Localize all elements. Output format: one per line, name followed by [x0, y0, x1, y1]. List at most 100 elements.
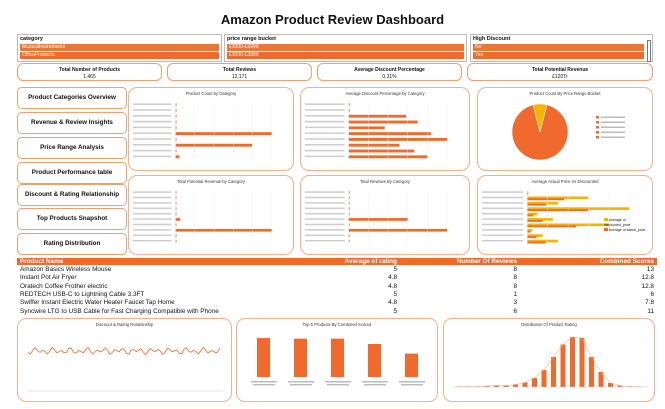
bar — [348, 132, 431, 136]
bar — [175, 207, 177, 210]
category-label — [133, 196, 172, 199]
table-row[interactable]: REDTECH USB-C to Lightning Cable 3.3FT 5 1… — [17, 291, 657, 298]
bar — [527, 225, 577, 228]
bar — [175, 196, 177, 200]
category-label — [482, 234, 524, 237]
bar — [348, 114, 407, 118]
kpi-label: Total Number of Products — [58, 67, 121, 73]
category-label — [305, 120, 345, 123]
bar — [527, 207, 630, 210]
nav-rating-distribution[interactable]: Rating Distribution — [17, 233, 127, 255]
slicer-option[interactable]: MusicalInstruments — [20, 44, 219, 51]
chart-title: Total Potential Revenue by Category — [177, 179, 245, 184]
legend-item: Average of discounted_price — [604, 218, 652, 228]
nav-product-performance-table[interactable]: Product Performance table — [17, 162, 127, 184]
table-header[interactable]: Product Name — [20, 258, 64, 265]
table-cell: 4.8 — [388, 282, 397, 290]
slicer-option[interactable]: £3000-£3999 — [227, 52, 464, 59]
high-discount-slicer[interactable]: High Discount No Yes — [470, 34, 653, 62]
kpi-total-products: Total Number of Products 1,465 — [17, 63, 162, 81]
table-row[interactable]: Oratech Coffee Frother electric 4.8 8 12.8 — [17, 283, 657, 290]
category-label — [133, 115, 172, 117]
kpi-label: Total Reviews — [223, 67, 256, 73]
table-cell: 11 — [647, 307, 654, 315]
table-cell: Oratech Coffee Frother electric — [20, 282, 108, 290]
table-cell: 5 — [393, 266, 397, 273]
legend-item: Average of actual_price — [604, 228, 652, 233]
nav-price-range-analysis[interactable]: Price Range Analysis — [17, 137, 127, 159]
bar-chart — [482, 190, 630, 244]
table-cell: 12.8 — [641, 282, 654, 290]
bar — [527, 192, 529, 195]
table-header[interactable]: Number Of Reviews — [456, 258, 517, 265]
bar — [570, 337, 575, 387]
chart-title: Top 5 Products By Combined Scored — [302, 322, 372, 327]
kpi-value: 0.31% — [382, 74, 397, 80]
bar — [175, 155, 180, 159]
table-header[interactable]: Average of rating — [344, 258, 397, 265]
table-cell: 7.8 — [645, 299, 654, 307]
bar — [405, 353, 418, 377]
chart-title: Product Count By Price Range Bucket — [529, 91, 601, 96]
bar — [522, 382, 528, 387]
chart-title: Product Count by Category — [185, 91, 237, 96]
chart-title: Discount & Rating Relationship — [95, 322, 154, 327]
bar — [348, 234, 350, 237]
table-row[interactable]: Swiffer Instant Electric Water Heater Fa… — [17, 299, 657, 306]
table-row[interactable]: Syncwire LTG to USB Cable for Fast Charg… — [17, 308, 657, 315]
bar-label — [325, 381, 351, 383]
chart-title: Average Discount Percentage by Category — [345, 91, 425, 96]
chart-rating-distribution: Distribution Of Product Rating — [443, 318, 655, 402]
category-label — [305, 155, 345, 158]
legend-label — [601, 121, 625, 123]
price-range-slicer[interactable]: price range bucket £2000-£3999 £3000-£39… — [224, 34, 467, 62]
nav-revenue-review-insights[interactable]: Revenue & Review Insights — [17, 112, 127, 134]
table-cell: 6 — [650, 290, 654, 298]
table-row[interactable]: Instant Pot Air Fryer 4.8 8 12.8 — [17, 274, 657, 281]
bar — [348, 191, 350, 194]
kpi-value: £120Tr — [552, 74, 568, 80]
category-label — [482, 196, 524, 199]
category-slicer[interactable]: category MusicalInstruments OfficeProduc… — [17, 34, 222, 62]
bar — [348, 143, 400, 147]
category-label — [133, 138, 172, 140]
bar — [598, 372, 604, 387]
slicer-option[interactable]: Yes — [473, 52, 644, 59]
category-label — [305, 212, 345, 215]
category-label — [133, 191, 172, 193]
nav-top-products-snapshot[interactable]: Top Products Snapshot — [17, 208, 127, 230]
slicer-scrollbar[interactable] — [647, 40, 651, 62]
bar — [348, 212, 350, 216]
slicer-option[interactable]: OfficeProducts — [20, 52, 219, 59]
category-label — [305, 149, 345, 152]
category-label — [133, 149, 172, 152]
slicer-option[interactable]: £2000-£3999 — [227, 44, 464, 51]
pie-slice — [511, 104, 569, 161]
category-label — [305, 103, 345, 105]
table-cell: 4.8 — [388, 299, 397, 307]
category-label — [133, 212, 172, 215]
chart-title: Total Reviews By Category — [359, 179, 411, 184]
legend-label — [601, 136, 625, 138]
chart-top5-products: Top 5 Products By Combined Scored — [236, 318, 438, 402]
table-row[interactable]: Amazon Basics Wireless Mouse 5 8 13 — [17, 266, 657, 273]
table-cell: 8 — [513, 282, 517, 290]
category-label — [482, 191, 524, 193]
bar — [560, 344, 566, 387]
category-label — [305, 109, 345, 111]
table-header[interactable]: Combined Scores — [599, 258, 654, 265]
nav-product-categories-overview[interactable]: Product Categories Overview — [17, 87, 127, 109]
bar-label — [399, 381, 425, 383]
bar — [175, 234, 177, 237]
nav-discount-rating-relationship[interactable]: Discount & Rating Relationship — [17, 184, 127, 206]
line-series — [27, 346, 221, 356]
category-label — [305, 191, 345, 193]
bar — [348, 120, 418, 124]
bar — [527, 196, 589, 200]
table-cell: 12.8 — [641, 274, 654, 282]
pie-slice — [532, 103, 548, 133]
slicer-option[interactable]: No — [473, 44, 644, 51]
bar — [527, 236, 537, 239]
bar — [348, 239, 350, 243]
bar — [579, 338, 585, 387]
